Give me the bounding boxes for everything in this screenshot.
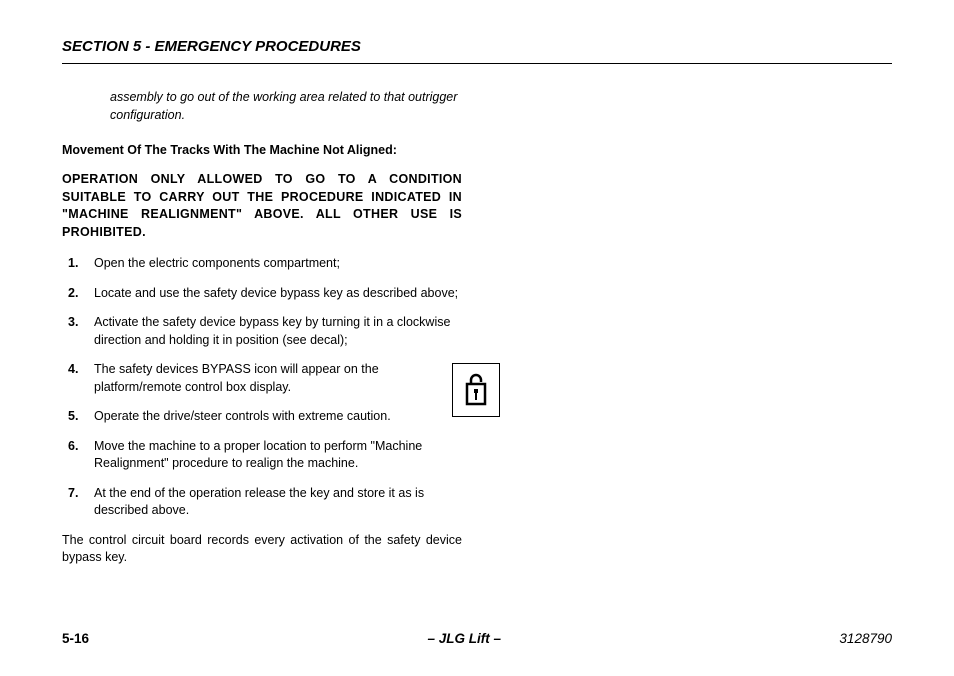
steps-list: 1. Open the electric components compartm… [62,255,462,520]
subheading: Movement Of The Tracks With The Machine … [62,142,462,159]
list-item: 4. The safety devices BYPASS icon will a… [62,361,462,396]
list-number: 7. [68,485,94,503]
list-number: 1. [68,255,94,273]
list-content: At the end of the operation release the … [94,485,462,520]
list-content: The safety devices BYPASS icon will appe… [94,361,462,396]
page-footer: 5-16 – JLG Lift – 3128790 [62,631,892,646]
list-content: Open the electric components compartment… [94,255,462,273]
content-column: assembly to go out of the working area r… [62,88,462,567]
page-number: 5-16 [62,631,89,646]
list-content: Locate and use the safety device bypass … [94,285,462,303]
list-item: 6. Move the machine to a proper location… [62,438,462,473]
list-item: 2. Locate and use the safety device bypa… [62,285,462,303]
list-content: Move the machine to a proper location to… [94,438,462,473]
list-item: 7. At the end of the operation release t… [62,485,462,520]
list-content: Activate the safety device bypass key by… [94,314,462,349]
footer-brand: – JLG Lift – [427,631,501,646]
list-number: 2. [68,285,94,303]
note-text: assembly to go out of the working area r… [110,88,462,124]
section-header: SECTION 5 - EMERGENCY PROCEDURES [62,38,892,64]
list-number: 3. [68,314,94,332]
list-number: 4. [68,361,94,379]
list-number: 6. [68,438,94,456]
closing-paragraph: The control circuit board records every … [62,532,462,567]
warning-text: OPERATION ONLY ALLOWED TO GO TO A CONDIT… [62,171,462,241]
list-item: 1. Open the electric components compartm… [62,255,462,273]
list-item: 5. Operate the drive/steer controls with… [62,408,462,426]
list-content: Operate the drive/steer controls with ex… [94,408,462,426]
list-item: 3. Activate the safety device bypass key… [62,314,462,349]
document-number: 3128790 [839,631,892,646]
list-number: 5. [68,408,94,426]
